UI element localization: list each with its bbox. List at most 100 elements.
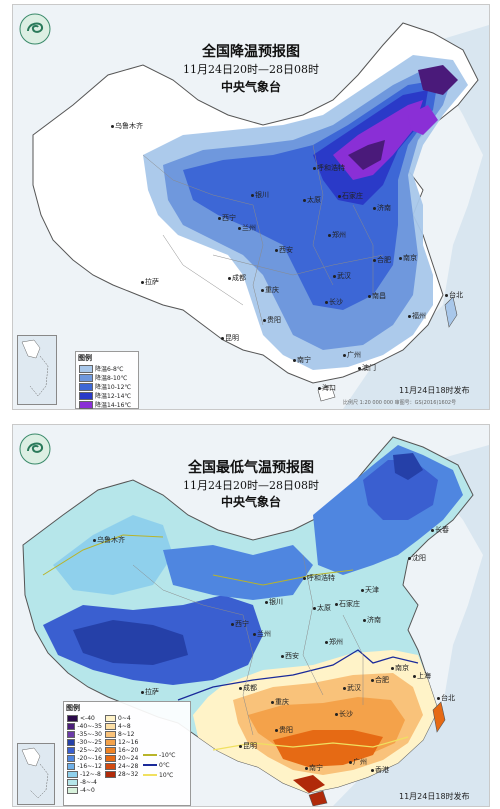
scale-note: 比例尺 1:20 000 000 审图号：GS(2016)1602号 bbox=[343, 400, 457, 406]
city-label: 石家庄 bbox=[338, 191, 363, 201]
city-label: 南昌 bbox=[368, 291, 386, 301]
legend-item: 12~16 bbox=[105, 738, 140, 746]
min-temperature-forecast-map: 全国最低气温预报图 11月24日20时—28日08时 中央气象台 乌鲁木齐 呼和… bbox=[12, 424, 490, 807]
city-label: 武汉 bbox=[343, 683, 361, 693]
legend-label: 8~12 bbox=[118, 730, 135, 738]
city-label: 重庆 bbox=[261, 285, 279, 295]
city-label: 乌鲁木齐 bbox=[111, 121, 143, 131]
legend-label: -8~-4 bbox=[80, 778, 97, 786]
city-label: 西宁 bbox=[218, 213, 236, 223]
issue-time: 11月24日18时发布 bbox=[399, 792, 470, 801]
isoline-legend-item: -10℃ bbox=[143, 750, 186, 760]
city-label: 郑州 bbox=[328, 230, 346, 240]
legend-swatch bbox=[105, 738, 116, 746]
city-label: 太原 bbox=[303, 195, 321, 205]
legend-swatch bbox=[79, 364, 93, 373]
city-label: 天津 bbox=[361, 585, 379, 595]
legend-title: 图例 bbox=[66, 704, 80, 712]
legend-label: 降温12-14℃ bbox=[95, 393, 132, 400]
legend-swatch bbox=[105, 746, 116, 754]
isoline-legend-item: 10℃ bbox=[143, 770, 186, 780]
legend-swatch bbox=[105, 730, 116, 738]
legend-swatch bbox=[105, 714, 116, 722]
city-label: 济南 bbox=[363, 615, 381, 625]
city-label: 银川 bbox=[251, 190, 269, 200]
city-label: 南宁 bbox=[305, 763, 323, 773]
legend-item: -8~-4 bbox=[67, 778, 102, 786]
city-label: 成都 bbox=[228, 273, 246, 283]
panel1-period: 11月24日20时—28日08时 bbox=[183, 63, 319, 76]
legend-item: -35~-30 bbox=[67, 730, 102, 738]
legend-swatch bbox=[67, 746, 76, 754]
legend-swatch bbox=[67, 738, 76, 746]
isoline-legend-item: 0℃ bbox=[143, 760, 186, 770]
legend-item: -16~-12 bbox=[67, 762, 102, 770]
legend-item: -20~-16 bbox=[67, 754, 102, 762]
legend-swatch bbox=[105, 722, 116, 730]
city-label: 南宁 bbox=[293, 355, 311, 365]
legend-label: 24~28 bbox=[118, 762, 139, 770]
legend-swatch bbox=[79, 382, 93, 391]
city-label: 西安 bbox=[275, 245, 293, 255]
city-label: 长春 bbox=[431, 525, 449, 535]
legend-label: 降温8-10℃ bbox=[95, 375, 128, 382]
city-label: 沈阳 bbox=[408, 553, 426, 563]
city-label: 长沙 bbox=[325, 297, 343, 307]
panel2-agency: 中央气象台 bbox=[220, 495, 281, 509]
south-china-sea-inset bbox=[17, 743, 55, 805]
isoline-swatch bbox=[143, 754, 157, 756]
city-label: 南京 bbox=[399, 253, 417, 263]
city-label: 太原 bbox=[313, 603, 331, 613]
legend-label: -30~-25 bbox=[77, 738, 102, 746]
legend-swatch bbox=[67, 778, 78, 786]
city-label: 济南 bbox=[373, 203, 391, 213]
city-label: 南京 bbox=[391, 663, 409, 673]
legend-item: 16~20 bbox=[105, 746, 140, 754]
legend-swatch bbox=[105, 762, 116, 770]
legend-item: 20~24 bbox=[105, 754, 140, 762]
legend-item: 8~12 bbox=[105, 730, 140, 738]
legend-label: 0~4 bbox=[118, 714, 131, 722]
city-label: 广州 bbox=[343, 350, 361, 360]
legend-label: 4~8 bbox=[118, 722, 131, 730]
legend-item: 降温6-8℃ bbox=[79, 364, 138, 373]
city-label: 台北 bbox=[437, 693, 455, 703]
city-label: 西宁 bbox=[231, 619, 249, 629]
legend-swatch bbox=[79, 373, 93, 382]
legend-swatch bbox=[79, 410, 93, 411]
cooling-forecast-map: 全国降温预报图 11月24日20时—28日08时 中央气象台 乌鲁木齐 呼和浩特… bbox=[12, 4, 490, 410]
city-label: 拉萨 bbox=[141, 687, 159, 697]
legend-item: -30~-25 bbox=[67, 738, 102, 746]
legend-label: -4~0 bbox=[80, 786, 95, 794]
legend-item: -25~-20 bbox=[67, 746, 102, 754]
city-label: 石家庄 bbox=[335, 599, 360, 609]
legend-swatch bbox=[67, 714, 78, 722]
city-label: 合肥 bbox=[373, 255, 391, 265]
city-label: 长沙 bbox=[335, 709, 353, 719]
city-label: 郑州 bbox=[325, 637, 343, 647]
legend-label: -16~-12 bbox=[77, 762, 102, 770]
legend-item: 降温12-14℃ bbox=[79, 391, 138, 400]
legend-item: 4~8 bbox=[105, 722, 140, 730]
legend-label: -35~-30 bbox=[77, 730, 102, 738]
legend-item: 28~32 bbox=[105, 770, 140, 778]
legend-item: -40~-35 bbox=[67, 722, 102, 730]
legend-item: 降温10-12℃ bbox=[79, 382, 138, 391]
legend-label: <-40 bbox=[80, 714, 95, 722]
legend-swatch bbox=[79, 400, 93, 409]
legend-label: 降温10-12℃ bbox=[95, 384, 132, 391]
legend-item: 0~4 bbox=[105, 714, 140, 722]
legend-swatch bbox=[67, 722, 76, 730]
legend-label: 12~16 bbox=[118, 738, 139, 746]
legend-swatch bbox=[79, 391, 93, 400]
legend-swatch bbox=[105, 770, 116, 778]
legend-label: 降温14-16℃ bbox=[95, 402, 132, 409]
city-label: 昆明 bbox=[239, 741, 257, 751]
isoline-swatch bbox=[143, 764, 157, 766]
isoline-label: 10℃ bbox=[159, 771, 174, 779]
city-label: 拉萨 bbox=[141, 277, 159, 287]
city-label: 乌鲁木齐 bbox=[93, 535, 125, 545]
legend-item: -4~0 bbox=[67, 786, 102, 794]
legend-label: 16~20 bbox=[118, 746, 139, 754]
city-label: 兰州 bbox=[238, 223, 256, 233]
